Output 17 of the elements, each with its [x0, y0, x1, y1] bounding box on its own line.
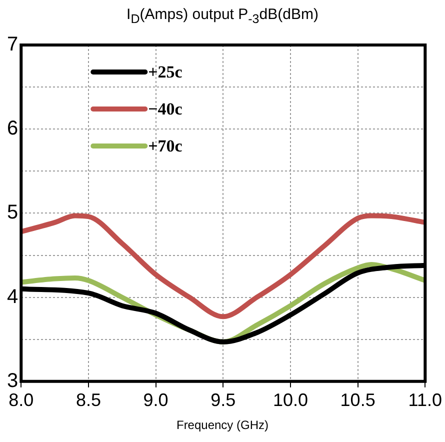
legend-label: −40c: [148, 99, 183, 118]
y-tick-label: 7: [7, 34, 18, 56]
y-tick-label: 3: [7, 370, 18, 392]
x-tick-label: 8.5: [76, 390, 101, 410]
x-axis-title: Frequency (GHz): [175, 418, 270, 432]
x-tick-label: 10.5: [340, 390, 376, 410]
chart-title: I$_{D}$(Amps) output P$_{-3}$dB(dBm): [126, 6, 320, 26]
x-tick-label: 9.0: [143, 390, 168, 410]
x-tick-label: 8.0: [8, 390, 34, 410]
legend-label: +25c: [148, 62, 183, 82]
x-tick-label: 11.0: [408, 390, 442, 410]
x-tick-label: 9.5: [210, 390, 236, 410]
legend-label: +70c: [148, 136, 183, 156]
y-tick-label: 5: [7, 202, 18, 224]
x-tick-label: 10.0: [272, 390, 308, 410]
y-tick-label: 4: [7, 286, 18, 308]
y-tick-label: 6: [7, 118, 18, 140]
